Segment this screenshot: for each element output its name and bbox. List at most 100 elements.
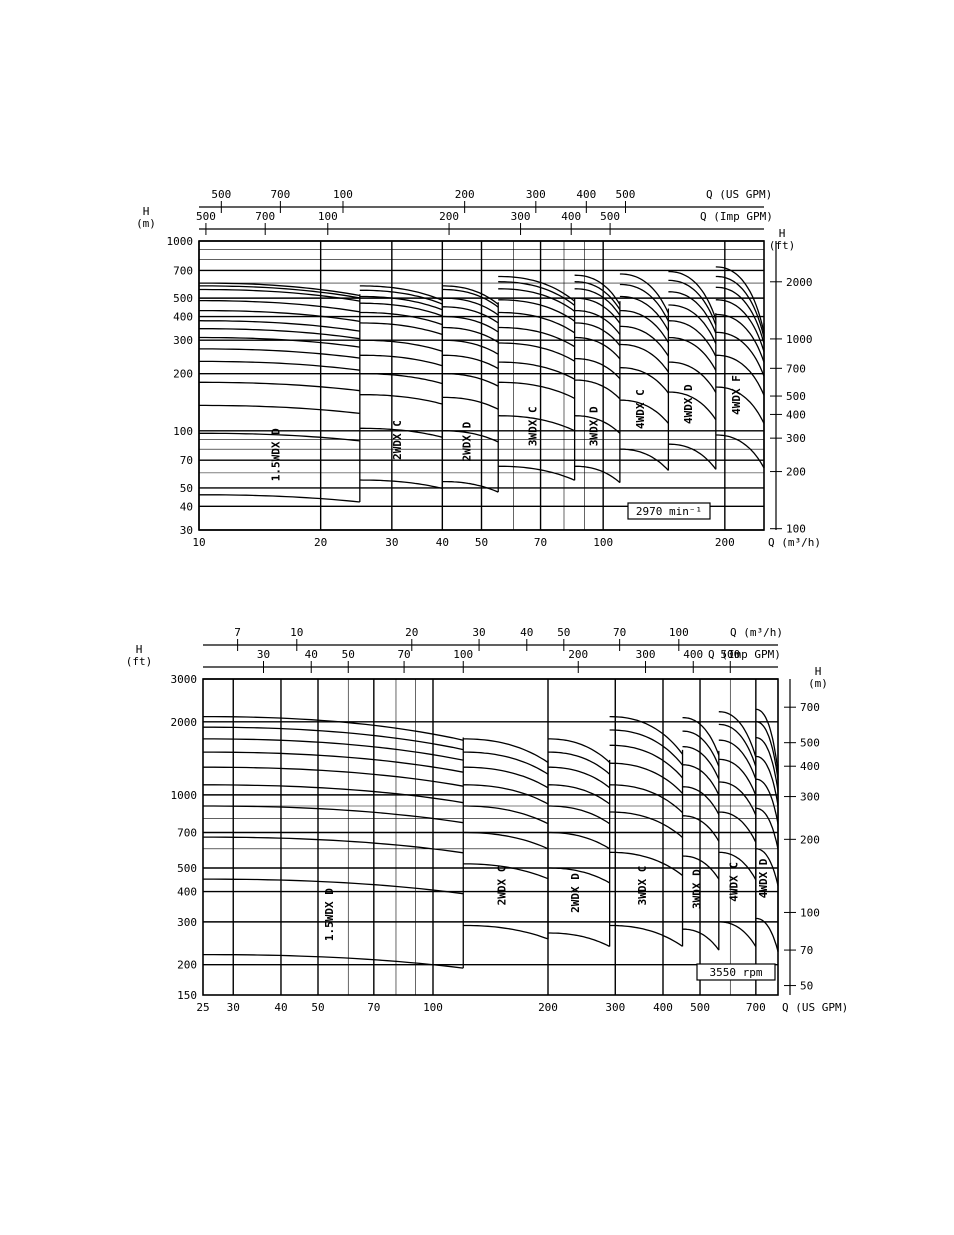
y-tick-label: 400	[177, 886, 197, 899]
right-axis-label: H	[815, 665, 822, 678]
stage-curve	[619, 309, 669, 344]
stage-curve	[668, 279, 717, 326]
y-tick-label: 700	[173, 264, 193, 277]
stage-curve	[682, 745, 720, 780]
stage-curve	[199, 494, 360, 503]
stage-curve	[574, 357, 621, 380]
top-tick-label: 400	[561, 210, 581, 223]
stage-curve	[498, 275, 576, 302]
stage-curve	[442, 297, 499, 316]
stage-curve	[715, 434, 765, 469]
stage-curve	[199, 282, 360, 297]
stage-curve	[548, 867, 610, 884]
top-tick-label: 200	[568, 648, 588, 661]
stage-curve	[359, 354, 443, 367]
stage-curve	[574, 322, 621, 347]
y-tick-label: 300	[177, 916, 197, 929]
stage-curve	[463, 805, 549, 825]
stage-curve	[548, 805, 610, 825]
stage-curve	[359, 311, 443, 326]
chart-3550: 25 30 40 50 70 100 200 300 400 500 700 Q (US GPM) 15…	[126, 626, 848, 1014]
family-label: 3WDX C	[526, 406, 539, 446]
top-tick-label: 30	[257, 648, 270, 661]
x-tick-label: 30	[227, 1001, 240, 1014]
y-axis-label: H	[136, 643, 143, 656]
stage-curve	[619, 273, 669, 314]
stage-curve	[199, 360, 360, 371]
stage-curve	[715, 275, 765, 338]
stage-curve	[463, 784, 549, 805]
right-tick-label: 50	[800, 980, 813, 993]
stage-curve	[609, 729, 684, 766]
speed-box	[627, 502, 711, 520]
stage-curve	[682, 716, 720, 756]
stage-curve	[609, 924, 683, 947]
x-tick-label: 70	[534, 536, 547, 549]
stage-curve	[718, 739, 757, 780]
top-tick-label: 500	[211, 188, 231, 201]
stage-curve	[199, 288, 360, 302]
stage-curve	[548, 766, 611, 789]
stage-curve	[498, 342, 575, 362]
x-tick-label: 400	[653, 1001, 673, 1014]
stage-curve	[359, 322, 443, 336]
stage-curve	[203, 766, 464, 787]
y-tick-label: 2000	[171, 716, 198, 729]
top-tick-label: 40	[520, 626, 533, 639]
stage-curve	[498, 465, 575, 481]
top-tick-label: 100	[333, 188, 353, 201]
y-tick-label: 500	[177, 862, 197, 875]
stage-curve	[574, 288, 621, 316]
right-tick-label: 700	[786, 362, 806, 375]
x-tick-label: 200	[538, 1001, 558, 1014]
family-label: 3WDX D	[691, 869, 704, 909]
right-tick-label: 100	[786, 523, 806, 536]
stage-curve	[442, 354, 499, 370]
stage-curve	[619, 399, 669, 424]
right-tick-label: 500	[800, 737, 820, 750]
stage-curve	[498, 288, 575, 312]
family-label: 3WDX C	[636, 866, 649, 906]
top-tick-label: 50	[342, 648, 355, 661]
x-tick-label: 25	[196, 1001, 209, 1014]
stage-curve	[609, 811, 683, 838]
x-axis-label: Q (m³/h)	[768, 536, 821, 549]
stage-curve	[574, 336, 621, 360]
y-axis-unit: (m)	[136, 217, 156, 230]
stage-curve	[668, 304, 717, 344]
x-tick-label: 100	[423, 1001, 443, 1014]
x-tick-label: 50	[311, 1001, 324, 1014]
stage-curve	[203, 784, 464, 804]
y-tick-label: 3000	[171, 673, 198, 686]
stage-curve	[199, 381, 360, 392]
right-axis-unit: (m)	[808, 677, 828, 690]
top-tick-label: 300	[526, 188, 546, 201]
stage-curve	[548, 751, 611, 775]
x-tick-label: 200	[715, 536, 735, 549]
top-tick-label: 30	[472, 626, 485, 639]
y-tick-label: 700	[177, 827, 197, 840]
stage-curve	[498, 281, 575, 306]
stage-curve	[718, 811, 757, 843]
top-tick-label: 50	[557, 626, 570, 639]
right-tick-label: 200	[786, 466, 806, 479]
stage-curve	[715, 331, 765, 377]
top-tick-label: 20	[405, 626, 418, 639]
stage-curve	[668, 443, 717, 470]
stage-curve	[755, 848, 779, 886]
stage-curve	[619, 283, 669, 322]
stage-curve	[463, 766, 549, 789]
y-tick-label: 300	[173, 334, 193, 347]
stage-curve	[609, 784, 683, 814]
stage-curve	[548, 831, 610, 850]
stage-curve	[442, 326, 499, 343]
stage-curve	[609, 715, 684, 755]
right-tick-label: 300	[800, 791, 820, 804]
y-tick-label: 70	[180, 454, 193, 467]
y-tick-label: 400	[173, 311, 193, 324]
family-label: 2WDX C	[496, 866, 509, 906]
stage-curve	[442, 480, 499, 493]
family-label: 4WDX D	[682, 384, 695, 424]
stage-curve	[718, 723, 757, 767]
stage-curve	[755, 721, 779, 781]
